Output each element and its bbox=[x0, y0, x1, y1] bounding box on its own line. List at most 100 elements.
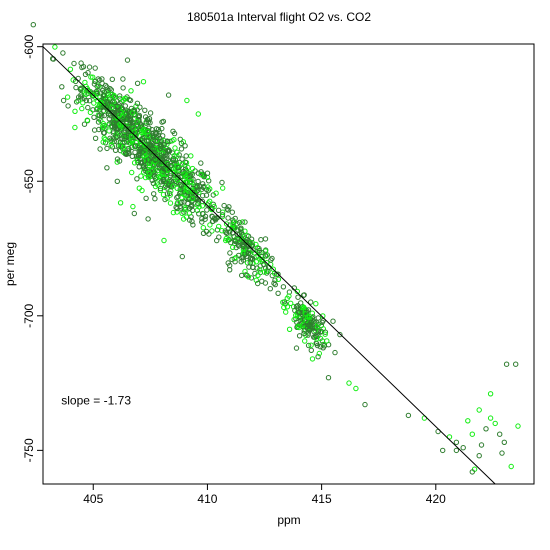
data-point bbox=[138, 173, 144, 179]
y-axis: -600 -650 -700 -750 bbox=[22, 34, 43, 462]
data-point bbox=[229, 209, 236, 215]
data-point bbox=[204, 207, 210, 213]
data-point bbox=[275, 276, 282, 282]
data-point bbox=[240, 254, 246, 261]
data-point bbox=[84, 117, 91, 123]
data-point bbox=[161, 237, 167, 244]
data-point bbox=[102, 136, 108, 143]
data-point bbox=[117, 93, 123, 99]
data-point bbox=[110, 136, 117, 142]
data-point bbox=[202, 216, 208, 222]
data-point bbox=[259, 278, 265, 284]
data-point bbox=[219, 212, 226, 218]
data-point bbox=[305, 307, 312, 313]
data-point bbox=[215, 207, 222, 214]
data-point bbox=[221, 202, 227, 209]
data-point bbox=[190, 195, 196, 202]
data-point bbox=[515, 423, 521, 429]
data-point bbox=[204, 170, 211, 176]
data-point bbox=[174, 194, 180, 201]
data-point bbox=[101, 130, 108, 136]
data-point bbox=[198, 172, 204, 178]
data-point bbox=[150, 162, 157, 168]
data-point bbox=[175, 164, 182, 171]
data-point bbox=[453, 447, 460, 454]
data-point bbox=[112, 94, 118, 100]
data-point bbox=[245, 274, 252, 280]
data-point bbox=[247, 260, 254, 266]
data-point bbox=[244, 272, 250, 279]
y-tick-label: -650 bbox=[22, 169, 36, 193]
data-point bbox=[195, 111, 202, 117]
data-point bbox=[196, 204, 202, 210]
data-point bbox=[308, 299, 314, 305]
data-point bbox=[162, 165, 168, 172]
data-point bbox=[106, 116, 113, 122]
data-point bbox=[99, 80, 105, 87]
data-point bbox=[172, 145, 178, 151]
data-point bbox=[216, 234, 222, 240]
data-point bbox=[227, 262, 233, 269]
data-point bbox=[156, 165, 163, 171]
data-point bbox=[179, 161, 185, 168]
y-axis-label: per meg bbox=[3, 242, 17, 286]
data-point bbox=[353, 385, 359, 392]
data-point bbox=[139, 135, 146, 142]
data-point bbox=[492, 420, 498, 427]
data-point bbox=[136, 185, 143, 191]
data-point bbox=[157, 185, 164, 192]
data-point bbox=[165, 92, 172, 98]
data-point bbox=[205, 184, 211, 190]
data-point bbox=[72, 108, 78, 115]
data-point bbox=[440, 447, 446, 454]
data-point bbox=[216, 223, 222, 230]
data-point bbox=[97, 146, 103, 152]
data-point bbox=[52, 44, 58, 50]
data-point bbox=[198, 160, 204, 166]
data-point bbox=[160, 154, 166, 160]
data-point bbox=[109, 120, 115, 126]
data-point bbox=[179, 156, 185, 162]
data-point bbox=[139, 149, 145, 155]
x-tick-label: 415 bbox=[312, 492, 332, 506]
data-point bbox=[179, 210, 185, 217]
data-point bbox=[182, 207, 188, 213]
data-point bbox=[185, 164, 191, 171]
data-point bbox=[92, 78, 99, 85]
data-point bbox=[295, 323, 301, 330]
data-point bbox=[80, 64, 87, 70]
data-point bbox=[226, 204, 232, 210]
data-point bbox=[294, 288, 300, 295]
data-point bbox=[126, 96, 133, 103]
data-point bbox=[174, 209, 180, 215]
data-point bbox=[200, 225, 207, 231]
data-point bbox=[171, 169, 177, 175]
data-point bbox=[275, 290, 281, 296]
data-point bbox=[223, 237, 229, 244]
data-point bbox=[469, 431, 475, 437]
data-point bbox=[170, 209, 177, 216]
data-point bbox=[126, 150, 132, 157]
data-point bbox=[145, 216, 151, 222]
data-point bbox=[100, 123, 106, 129]
data-point bbox=[158, 141, 164, 147]
data-point bbox=[95, 119, 102, 125]
data-point bbox=[195, 170, 202, 176]
data-point bbox=[284, 304, 291, 310]
data-point bbox=[291, 316, 297, 323]
y-tick-label: -750 bbox=[22, 438, 36, 462]
data-point bbox=[296, 324, 302, 331]
data-point bbox=[190, 222, 196, 228]
data-point bbox=[219, 179, 225, 186]
data-point bbox=[113, 134, 120, 141]
data-point bbox=[178, 146, 185, 152]
data-point bbox=[73, 99, 80, 105]
data-point bbox=[131, 210, 138, 217]
data-point bbox=[117, 200, 124, 206]
data-point bbox=[160, 133, 166, 139]
data-point bbox=[288, 300, 294, 306]
data-point bbox=[267, 286, 273, 292]
data-point bbox=[313, 301, 319, 307]
data-point bbox=[497, 431, 503, 437]
data-point bbox=[198, 169, 204, 175]
